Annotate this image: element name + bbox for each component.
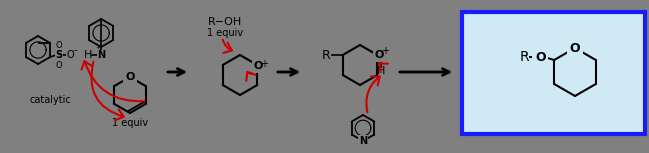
Text: O: O [374, 50, 384, 60]
Text: R−OH: R−OH [208, 17, 242, 27]
Text: O: O [254, 61, 263, 71]
Text: N: N [359, 136, 367, 146]
Text: catalytic: catalytic [29, 95, 71, 105]
FancyBboxPatch shape [462, 12, 645, 134]
Text: O: O [66, 50, 74, 60]
Text: H: H [84, 50, 92, 60]
Text: R: R [321, 49, 330, 62]
Text: +: + [260, 59, 268, 69]
Text: $^+$: $^+$ [94, 45, 102, 54]
Text: H: H [377, 66, 386, 76]
Text: S: S [56, 50, 63, 60]
Text: +: + [382, 46, 389, 56]
Text: O: O [56, 60, 62, 69]
Text: 1 equiv: 1 equiv [207, 28, 243, 38]
Text: O: O [535, 50, 546, 63]
Text: O: O [570, 41, 580, 54]
Text: $^-$: $^-$ [71, 47, 79, 56]
Text: 1 equiv: 1 equiv [112, 118, 148, 128]
Text: R: R [519, 50, 529, 64]
Text: O: O [56, 41, 62, 50]
Text: O: O [125, 72, 135, 82]
Text: N: N [97, 50, 105, 60]
